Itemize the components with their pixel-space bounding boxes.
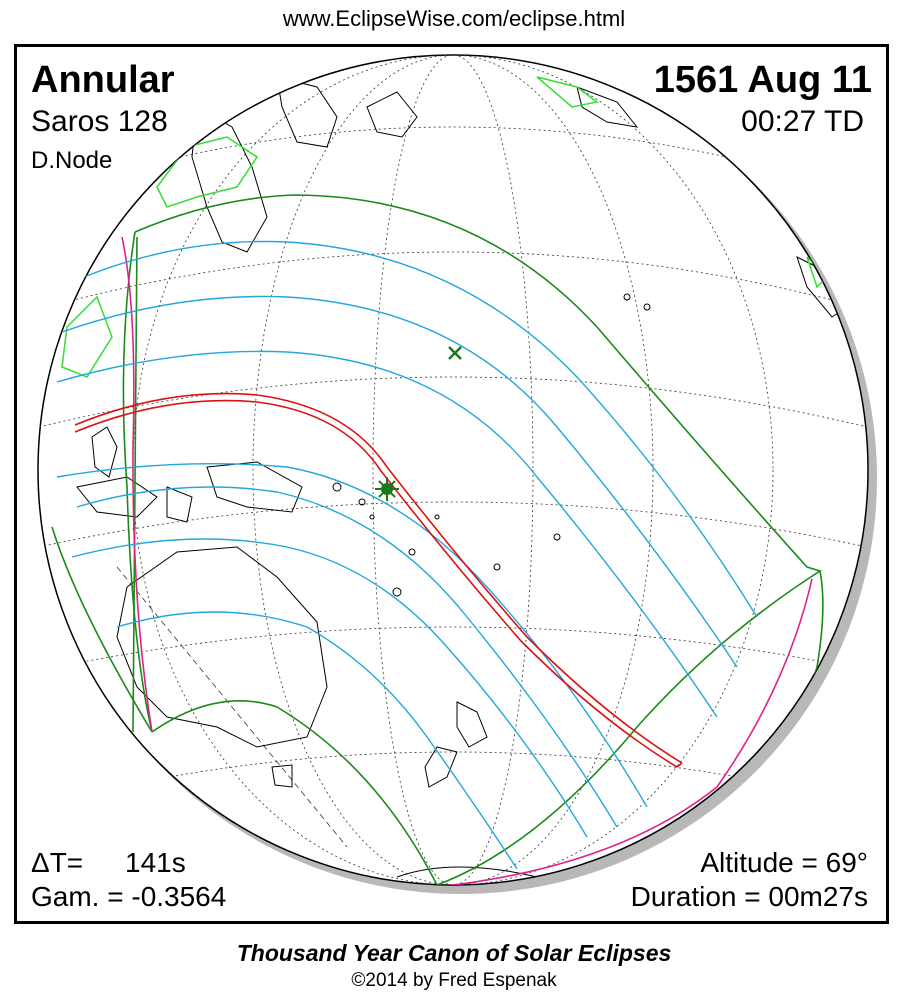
- map-frame: Annular 1561 Aug 11 Saros 128 00:27 TD D…: [14, 44, 889, 924]
- delta-t-value: 141s: [125, 847, 186, 878]
- canon-title: Thousand Year Canon of Solar Eclipses: [236, 940, 672, 966]
- delta-t-label: ΔT=: [31, 847, 84, 878]
- land-outlines: [76, 76, 848, 878]
- eclipse-type: Annular: [31, 59, 175, 101]
- gamma-value: Gam. = -0.3564: [31, 881, 227, 912]
- terminator-dashed: [116, 566, 348, 848]
- sub-solar-cross-icon: [448, 346, 462, 360]
- graticule: [38, 55, 868, 885]
- greatest-eclipse-star-icon: [375, 477, 399, 501]
- node-label: D.Node: [31, 147, 113, 174]
- eclipse-globe-map: [37, 54, 877, 894]
- magnitude-lines: [56, 240, 758, 870]
- altitude-value: Altitude = 69°: [700, 847, 868, 878]
- source-url: www.EclipseWise.com/eclipse.html: [282, 6, 626, 31]
- saros-number: Saros 128: [31, 105, 168, 138]
- eclipse-time: 00:27 TD: [741, 105, 864, 138]
- central-path: [74, 392, 683, 768]
- eclipse-date: 1561 Aug 11: [653, 59, 872, 101]
- duration-value: Duration = 00m27s: [630, 881, 868, 912]
- copyright: ©2014 by Fred Espenak: [351, 970, 557, 991]
- rise-set-curves: [121, 236, 813, 885]
